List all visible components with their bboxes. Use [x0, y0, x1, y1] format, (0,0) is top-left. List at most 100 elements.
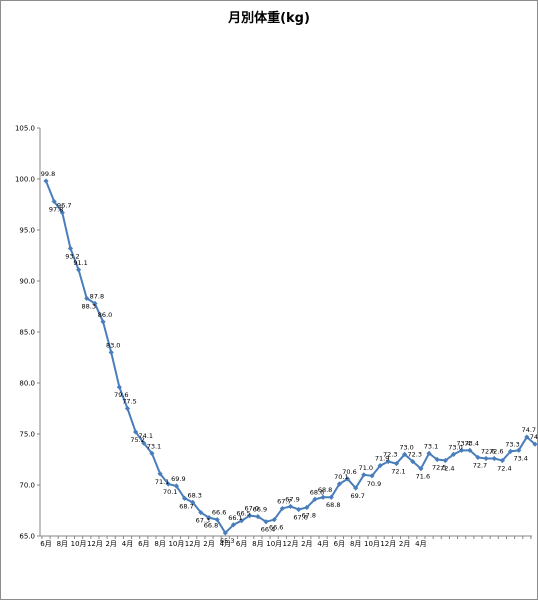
- y-tick-label: 90.0: [19, 278, 35, 286]
- data-point: [247, 513, 253, 519]
- data-label: 83.0: [106, 341, 120, 349]
- x-tick-label: 12月: [185, 540, 201, 548]
- data-label: 66.6: [212, 509, 226, 517]
- x-tick-label: 2月: [203, 540, 214, 548]
- data-label: 97.8: [49, 205, 63, 213]
- data-label: 75.2: [130, 436, 144, 444]
- y-tick-label: 75.0: [19, 431, 35, 439]
- data-label: 67.0: [245, 505, 259, 513]
- x-tick-label: 10月: [364, 540, 380, 548]
- data-point: [459, 447, 465, 453]
- data-label: 68.7: [179, 502, 193, 510]
- data-point: [59, 210, 65, 216]
- data-point: [222, 530, 228, 536]
- data-label: 99.8: [41, 170, 55, 178]
- data-label: 72.6: [489, 447, 503, 455]
- data-label: 73.4: [513, 454, 527, 462]
- data-label: 72.6: [481, 447, 495, 455]
- chart-title: 月別体重(kg): [228, 11, 310, 26]
- data-point: [165, 481, 171, 487]
- data-point: [312, 496, 318, 502]
- data-point: [410, 458, 416, 465]
- data-point: [141, 440, 147, 446]
- data-label: 68.8: [318, 486, 332, 494]
- data-label: 71.0: [359, 464, 373, 472]
- data-point: [385, 458, 391, 465]
- data-point: [434, 456, 440, 463]
- data-point: [377, 463, 383, 469]
- data-label: 67.6: [293, 513, 307, 521]
- data-label: 87.8: [90, 292, 104, 300]
- x-tick-label: 12月: [380, 540, 396, 548]
- data-point: [287, 503, 294, 510]
- x-tick-label: 10月: [266, 540, 282, 548]
- data-point: [304, 504, 310, 511]
- data-point: [206, 515, 212, 521]
- data-point: [491, 455, 497, 462]
- data-point: [450, 451, 457, 457]
- data-label: 77.5: [122, 398, 136, 406]
- data-label: 96.7: [57, 202, 71, 210]
- x-tick-label: 8月: [350, 540, 361, 548]
- data-point: [271, 517, 277, 523]
- data-label: 69.7: [350, 492, 364, 500]
- x-tick-label: 8月: [252, 540, 263, 548]
- data-label: 68.8: [326, 501, 340, 509]
- data-point: [100, 319, 106, 325]
- data-point: [499, 457, 505, 464]
- data-label: 73.1: [424, 442, 438, 450]
- x-tick-label: 10月: [168, 540, 184, 548]
- data-label: 67.7: [277, 497, 291, 505]
- data-point: [426, 450, 432, 456]
- y-tick-label: 65.0: [19, 533, 35, 541]
- data-point: [393, 460, 400, 467]
- data-label: 70.6: [342, 468, 356, 476]
- data-point: [516, 447, 522, 453]
- y-tick-labels: 65.0 70.0 75.0 80.0 85.0 90.0 95.0 100.0 105.0: [15, 125, 35, 541]
- data-point: [92, 300, 98, 307]
- x-tick-label: 2月: [105, 540, 116, 548]
- data-label: 72.7: [473, 461, 487, 469]
- data-point: [402, 451, 408, 457]
- x-tick-label: 2月: [399, 540, 410, 548]
- data-point: [524, 434, 530, 440]
- data-point: [263, 519, 269, 525]
- data-point: [230, 522, 237, 528]
- y-tick-label: 105.0: [15, 125, 35, 133]
- x-tick-label: 8月: [154, 540, 165, 548]
- data-label: 68.3: [187, 491, 201, 499]
- data-point: [467, 447, 473, 453]
- data-label: 66.1: [228, 514, 242, 522]
- data-point: [133, 429, 139, 435]
- data-point: [173, 483, 179, 489]
- data-label: 73.1: [147, 442, 161, 450]
- data-point: [475, 454, 481, 461]
- data-label: 74.1: [139, 432, 153, 440]
- x-tick-label: 4月: [220, 540, 231, 548]
- x-tick-label: 6月: [40, 540, 51, 548]
- data-point: [328, 494, 334, 500]
- data-point: [353, 485, 359, 491]
- data-label: 88.3: [82, 302, 96, 310]
- data-point: [124, 405, 131, 412]
- x-tick-label: 2月: [301, 540, 312, 548]
- data-label: 91.1: [73, 259, 87, 267]
- x-tick-label: 8月: [57, 540, 68, 548]
- y-tick-label: 80.0: [19, 380, 35, 388]
- data-point: [483, 455, 489, 462]
- data-point: [320, 494, 326, 500]
- data-labels: 99.8 97.896.7 93.291.1 88.3 87.8 86.0 83.0 79.6…: [41, 170, 538, 545]
- data-label: 74.7: [522, 426, 536, 434]
- y-tick-label: 85.0: [19, 329, 35, 337]
- data-label: 73.0: [448, 443, 462, 451]
- data-label: 71.6: [416, 473, 430, 481]
- data-label: 69.9: [171, 475, 185, 483]
- data-label: 73.0: [399, 443, 413, 451]
- data-label: 66.4: [261, 526, 275, 534]
- data-point: [149, 450, 155, 456]
- data-label: 66.8: [204, 522, 218, 530]
- x-tick-label: 4月: [415, 540, 426, 548]
- data-point: [255, 514, 261, 520]
- data-point: [442, 457, 448, 464]
